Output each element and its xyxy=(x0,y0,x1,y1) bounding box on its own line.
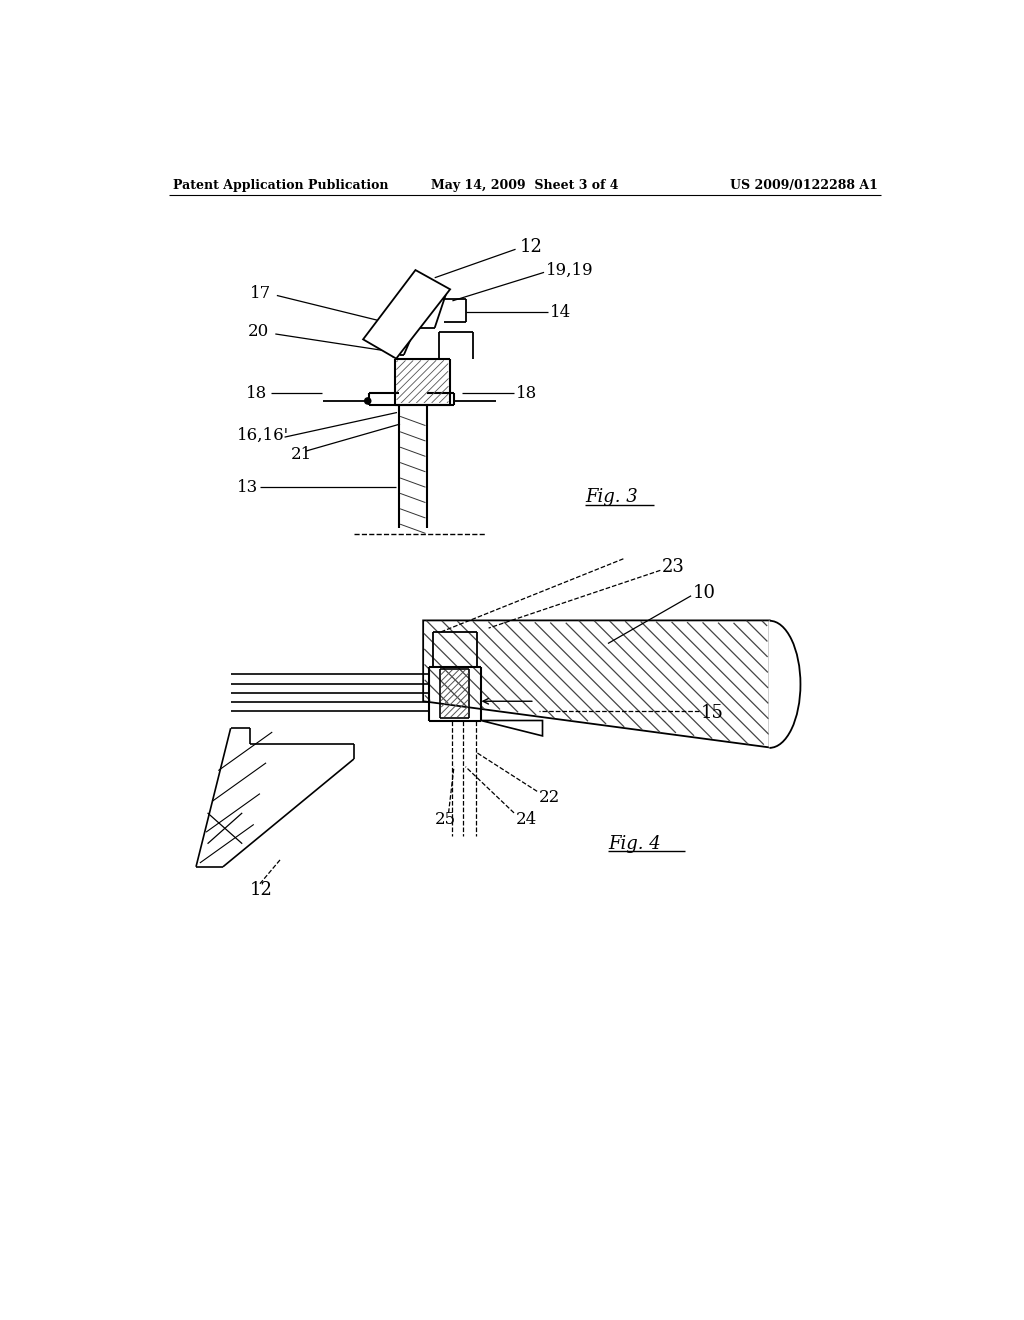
Text: 20: 20 xyxy=(248,323,269,341)
Text: May 14, 2009  Sheet 3 of 4: May 14, 2009 Sheet 3 of 4 xyxy=(431,178,618,191)
Polygon shape xyxy=(364,271,451,359)
Text: 10: 10 xyxy=(692,585,716,602)
Text: 16,16': 16,16' xyxy=(237,428,289,444)
Text: 22: 22 xyxy=(539,789,560,807)
Text: 25: 25 xyxy=(435,810,456,828)
Text: 23: 23 xyxy=(662,557,685,576)
Text: 19,19: 19,19 xyxy=(547,261,594,279)
Text: 12: 12 xyxy=(519,238,543,256)
Text: 24: 24 xyxy=(515,810,537,828)
Text: 17: 17 xyxy=(250,285,271,302)
Text: 15: 15 xyxy=(700,704,723,722)
Text: 14: 14 xyxy=(550,304,571,321)
Text: 21: 21 xyxy=(291,446,312,463)
Text: 12: 12 xyxy=(250,880,272,899)
Polygon shape xyxy=(481,721,543,737)
Text: 13: 13 xyxy=(237,479,258,496)
Text: Fig. 3: Fig. 3 xyxy=(585,488,638,506)
Text: 18: 18 xyxy=(246,384,267,401)
Text: 18: 18 xyxy=(515,384,537,401)
Circle shape xyxy=(365,397,371,404)
Text: Fig. 4: Fig. 4 xyxy=(608,834,660,853)
Polygon shape xyxy=(423,620,770,747)
Text: Patent Application Publication: Patent Application Publication xyxy=(173,178,388,191)
Text: US 2009/0122288 A1: US 2009/0122288 A1 xyxy=(729,178,878,191)
